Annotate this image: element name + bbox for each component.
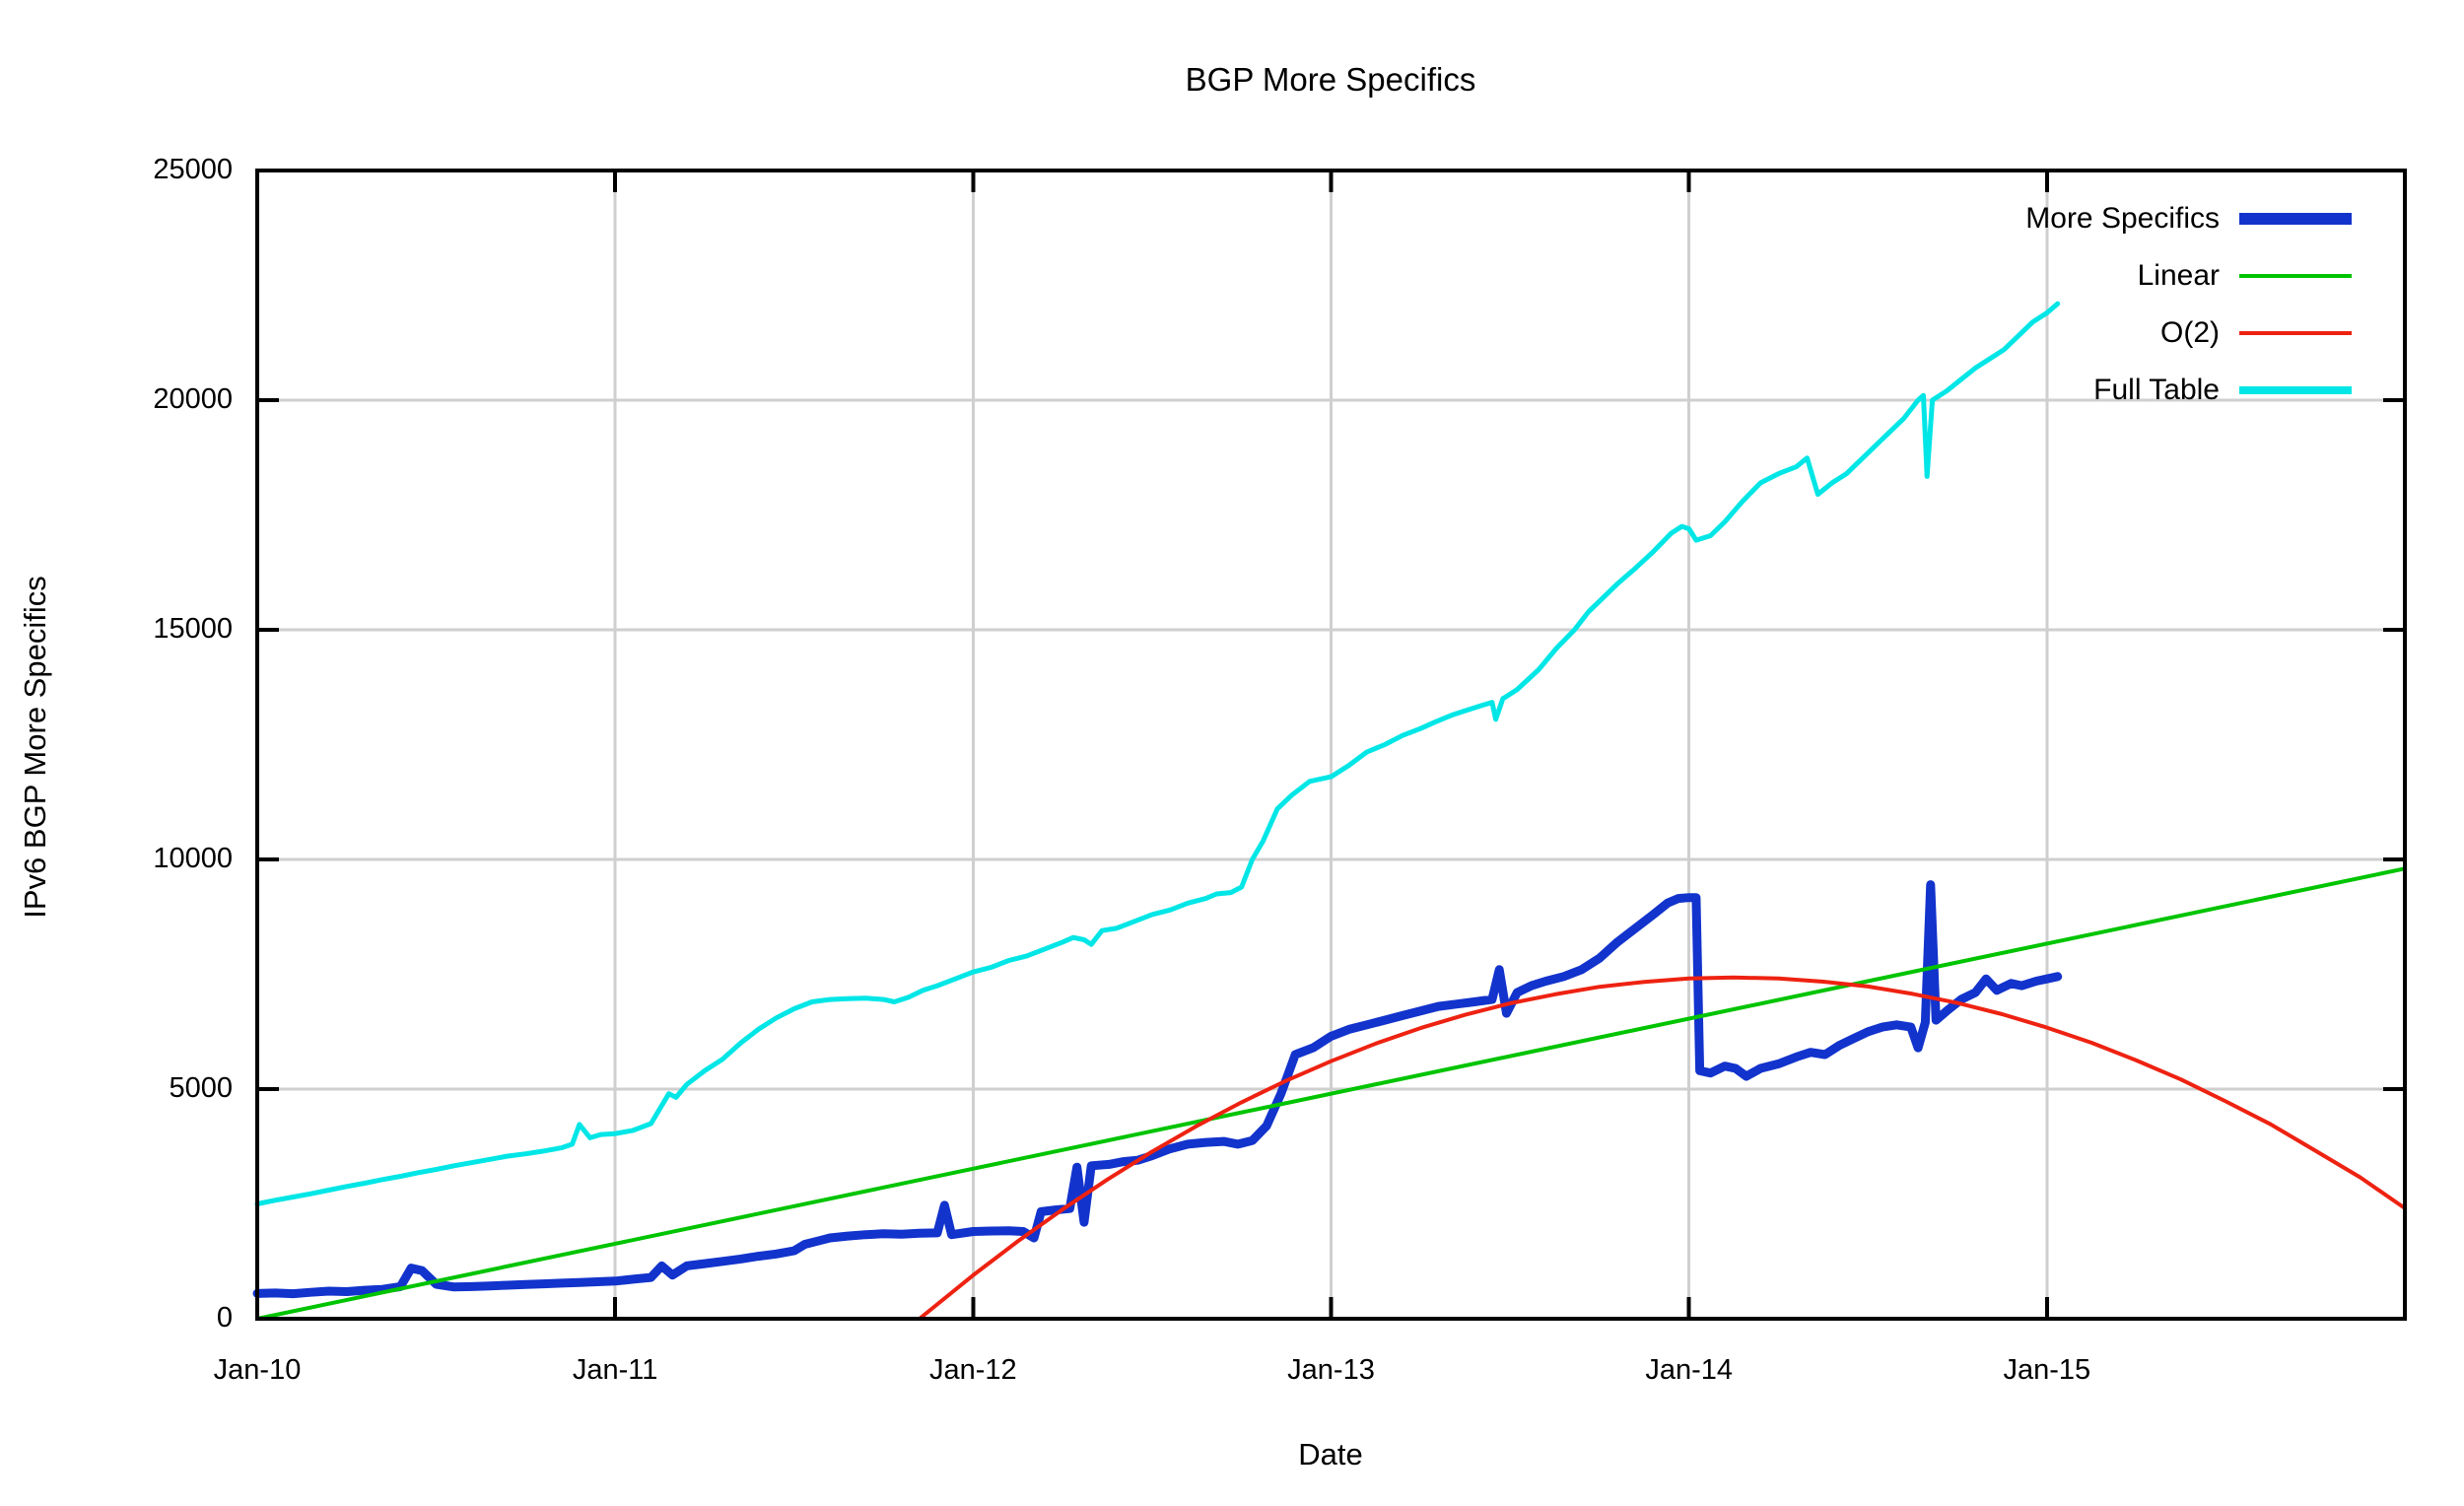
series-o-2- bbox=[917, 975, 2407, 1321]
x-tick-label: Jan-13 bbox=[1287, 1354, 1375, 1386]
legend-row-full_table: Full Table bbox=[1774, 371, 2352, 410]
y-tick-label: 0 bbox=[216, 1302, 233, 1334]
legend-label: O(2) bbox=[2160, 316, 2220, 349]
legend-label: More Specifics bbox=[2025, 202, 2220, 235]
series-more-specifics bbox=[252, 880, 2063, 1299]
legend-label: Full Table bbox=[2093, 374, 2220, 406]
x-axis-label: Date bbox=[1298, 1437, 1363, 1472]
legend-row-linear: Linear bbox=[1774, 256, 2352, 296]
legend-line-sample bbox=[2239, 213, 2352, 225]
x-tick-label: Jan-11 bbox=[572, 1354, 658, 1386]
y-axis-label: IPv6 BGP More Specifics bbox=[18, 576, 52, 919]
legend-line-sample bbox=[2239, 386, 2352, 394]
legend-label: Linear bbox=[2137, 259, 2220, 292]
y-tick-label: 15000 bbox=[153, 613, 233, 645]
x-tick-label: Jan-15 bbox=[2003, 1354, 2091, 1386]
y-tick-label: 10000 bbox=[153, 843, 233, 874]
legend-line-sample bbox=[2239, 274, 2352, 278]
legend-row-more_specifics: More Specifics bbox=[1774, 199, 2352, 239]
y-tick-label: 25000 bbox=[153, 154, 233, 185]
y-tick-label: 5000 bbox=[169, 1072, 233, 1104]
series-linear bbox=[255, 866, 2407, 1321]
legend-line-sample bbox=[2239, 331, 2352, 335]
x-tick-label: Jan-10 bbox=[213, 1354, 302, 1386]
y-tick-label: 20000 bbox=[153, 383, 233, 415]
x-tick-label: Jan-14 bbox=[1645, 1354, 1733, 1386]
legend-row-o2: O(2) bbox=[1774, 313, 2352, 353]
chart-title: BGP More Specifics bbox=[1185, 61, 1476, 98]
series-full-table bbox=[254, 301, 2061, 1206]
x-tick-label: Jan-12 bbox=[928, 1354, 1017, 1386]
